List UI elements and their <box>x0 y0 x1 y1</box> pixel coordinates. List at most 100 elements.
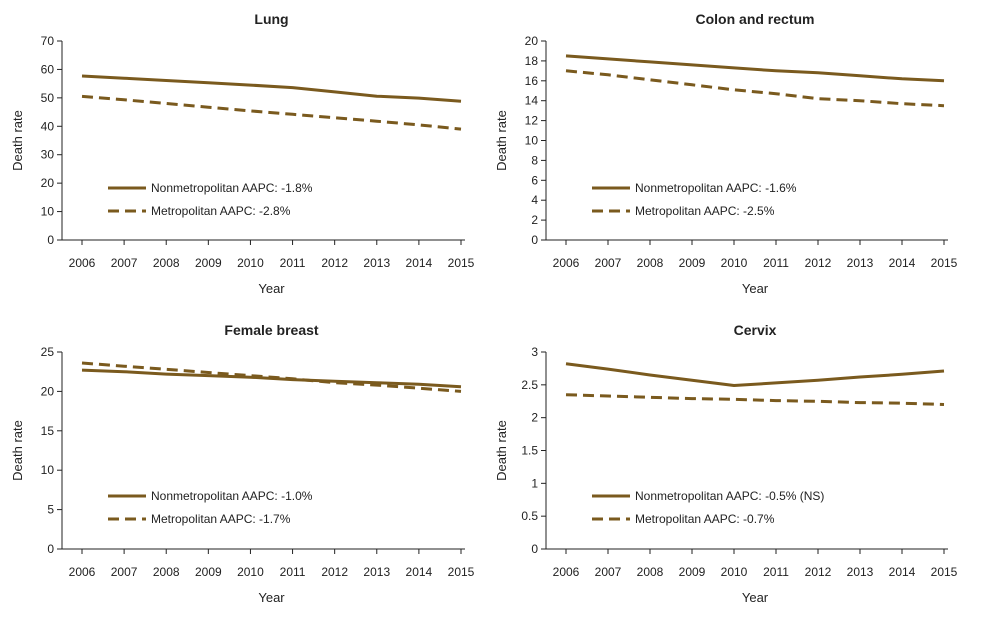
y-tick-label: 4 <box>531 193 538 207</box>
x-tick-label: 2015 <box>931 256 958 270</box>
y-tick-label: 8 <box>531 153 538 167</box>
x-tick-label: 2012 <box>321 256 348 270</box>
y-tick-label: 10 <box>525 134 539 148</box>
x-tick-label: 2009 <box>195 565 222 579</box>
y-tick-label: 5 <box>47 503 54 517</box>
x-tick-label: 2012 <box>805 565 832 579</box>
metropolitan-series-line <box>81 94 462 131</box>
nonmetropolitan-series-line <box>565 54 945 83</box>
x-tick-label: 2008 <box>153 565 180 579</box>
y-axis-label: Death rate <box>10 420 25 481</box>
x-tick-label: 2012 <box>321 565 348 579</box>
y-tick-label: 0 <box>47 542 54 556</box>
x-tick-label: 2008 <box>637 565 664 579</box>
nonmetropolitan-series-line <box>565 362 945 387</box>
y-tick-label: 14 <box>525 94 539 108</box>
x-tick-label: 2014 <box>406 565 433 579</box>
x-axis-label: Year <box>742 281 769 296</box>
chart-panel-2: Colon and rectum 0 2 4 6 8 10 12 14 16 18 20 2006 200… <box>494 11 958 296</box>
y-axis-label: Death rate <box>494 110 509 171</box>
y-tick-label: 0 <box>47 233 54 247</box>
y-tick-label: 20 <box>41 384 55 398</box>
x-tick-label: 2008 <box>637 256 664 270</box>
x-tick-label: 2006 <box>553 256 580 270</box>
legend-label: Nonmetropolitan AAPC: -1.6% <box>635 181 797 195</box>
chart-panel-1: Lung 0 10 20 30 40 50 60 70 2006 2007 2008 2009 2010 2… <box>10 11 475 296</box>
y-tick-label: 1.5 <box>521 444 538 458</box>
x-tick-label: 2014 <box>889 256 916 270</box>
chart-title: Lung <box>254 11 288 27</box>
legend-label: Nonmetropolitan AAPC: -0.5% (NS) <box>635 489 824 503</box>
y-tick-label: 1 <box>531 476 538 490</box>
x-tick-label: 2013 <box>363 565 390 579</box>
x-tick-label: 2015 <box>448 256 475 270</box>
y-axis-label: Death rate <box>10 110 25 171</box>
x-axis-label: Year <box>258 281 285 296</box>
metropolitan-series-line <box>565 69 945 108</box>
x-tick-label: 2009 <box>195 256 222 270</box>
y-tick-label: 30 <box>41 148 55 162</box>
y-tick-label: 10 <box>41 463 55 477</box>
y-tick-label: 15 <box>41 424 55 438</box>
x-tick-label: 2008 <box>153 256 180 270</box>
x-tick-label: 2014 <box>889 565 916 579</box>
x-tick-label: 2007 <box>111 256 138 270</box>
x-axis-label: Year <box>258 590 285 605</box>
metropolitan-series-line <box>565 393 945 406</box>
x-tick-label: 2011 <box>763 256 789 270</box>
y-tick-label: 6 <box>531 173 538 187</box>
x-tick-label: 2009 <box>679 565 706 579</box>
legend-label: Metropolitan AAPC: -2.8% <box>151 204 291 218</box>
legend-label: Nonmetropolitan AAPC: -1.8% <box>151 181 313 195</box>
y-tick-label: 25 <box>41 345 55 359</box>
x-tick-label: 2013 <box>363 256 390 270</box>
x-tick-label: 2011 <box>280 565 306 579</box>
y-tick-label: 2 <box>531 411 538 425</box>
x-tick-label: 2015 <box>448 565 475 579</box>
chart-panel-3: Female breast 0 5 10 15 20 25 2006 2007 2008 2009 2… <box>10 322 475 605</box>
nonmetropolitan-series-line <box>81 74 462 103</box>
y-tick-label: 60 <box>41 62 55 76</box>
legend-label: Metropolitan AAPC: -2.5% <box>635 204 775 218</box>
y-tick-label: 2 <box>531 213 538 227</box>
x-tick-label: 2010 <box>237 256 264 270</box>
x-tick-label: 2006 <box>69 565 96 579</box>
x-tick-label: 2007 <box>595 565 622 579</box>
metropolitan-series-line <box>81 361 462 393</box>
y-tick-label: 0.5 <box>521 509 538 523</box>
x-tick-label: 2014 <box>406 256 433 270</box>
y-tick-label: 0 <box>531 233 538 247</box>
y-tick-label: 20 <box>41 176 55 190</box>
x-tick-label: 2007 <box>111 565 138 579</box>
y-tick-label: 20 <box>525 34 539 48</box>
x-tick-label: 2013 <box>847 256 874 270</box>
y-tick-label: 3 <box>531 345 538 359</box>
legend-label: Metropolitan AAPC: -0.7% <box>635 512 775 526</box>
y-axis-label: Death rate <box>494 420 509 481</box>
x-tick-label: 2011 <box>763 565 789 579</box>
x-tick-label: 2012 <box>805 256 832 270</box>
x-tick-label: 2007 <box>595 256 622 270</box>
y-tick-label: 50 <box>41 91 55 105</box>
y-tick-label: 18 <box>525 54 539 68</box>
x-axis-label: Year <box>742 590 769 605</box>
x-tick-label: 2010 <box>237 565 264 579</box>
x-tick-label: 2010 <box>721 565 748 579</box>
x-tick-label: 2009 <box>679 256 706 270</box>
x-tick-label: 2006 <box>553 565 580 579</box>
y-tick-label: 10 <box>41 205 55 219</box>
chart-title: Cervix <box>734 322 777 338</box>
chart-title: Female breast <box>224 322 318 338</box>
y-tick-label: 0 <box>531 542 538 556</box>
y-tick-label: 70 <box>41 34 55 48</box>
x-tick-label: 2015 <box>931 565 958 579</box>
x-tick-label: 2010 <box>721 256 748 270</box>
legend-label: Metropolitan AAPC: -1.7% <box>151 512 291 526</box>
x-tick-label: 2006 <box>69 256 96 270</box>
y-tick-label: 16 <box>525 74 539 88</box>
x-tick-label: 2011 <box>280 256 306 270</box>
chart-panel-4: Cervix 0 0.5 1 1.5 2 2.5 3 2006 2007 2008 2009 2010 2… <box>494 322 958 605</box>
y-tick-label: 12 <box>525 114 539 128</box>
